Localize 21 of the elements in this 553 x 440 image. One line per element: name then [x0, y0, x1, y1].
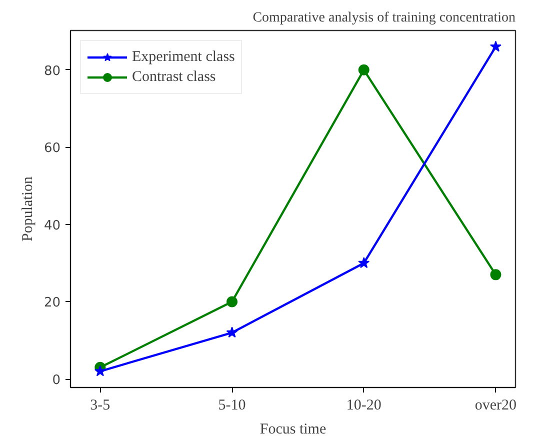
chart-title: Comparative analysis of training concentration	[252, 10, 516, 26]
legend-label: Experiment class	[132, 48, 235, 66]
y-tick-label: 40	[44, 218, 61, 234]
point	[226, 326, 238, 338]
y-axis-title: Population	[20, 176, 36, 242]
point	[358, 64, 370, 76]
x-tick-label: over20	[474, 398, 517, 414]
x-axis-title: Focus time	[260, 422, 326, 438]
y-tick-label: 60	[44, 141, 61, 156]
x-tick-label: 5-10	[218, 398, 246, 414]
y-tick-label: 20	[44, 296, 61, 311]
point	[490, 40, 502, 52]
legend-label: Contrast class	[132, 68, 216, 86]
x-tick-label: 10-20	[346, 398, 382, 414]
point	[226, 296, 238, 308]
point	[358, 257, 370, 268]
point	[490, 269, 502, 280]
y-tick-label: 0	[52, 373, 61, 388]
point	[94, 365, 106, 376]
x-tick-label: 3-5	[90, 398, 110, 414]
y-tick-label: 80	[44, 64, 61, 79]
